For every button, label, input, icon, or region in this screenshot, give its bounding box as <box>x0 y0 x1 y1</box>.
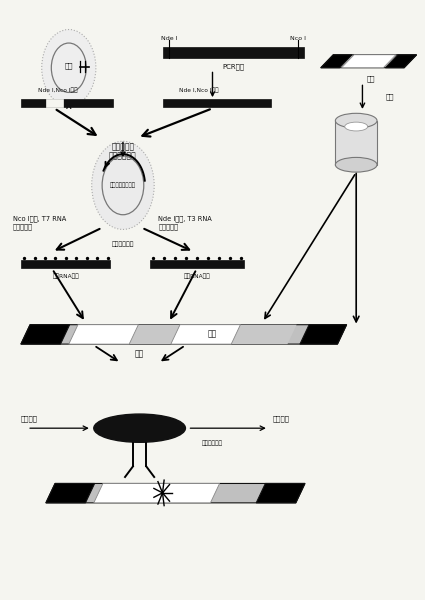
Bar <box>21 260 111 268</box>
Bar <box>335 121 377 165</box>
Polygon shape <box>300 325 347 344</box>
Text: Nde I酶切, T3 RNA: Nde I酶切, T3 RNA <box>159 215 212 222</box>
Text: 连接，筛选: 连接，筛选 <box>111 143 135 152</box>
Ellipse shape <box>345 122 368 131</box>
Polygon shape <box>385 55 416 68</box>
Bar <box>46 99 62 107</box>
Text: Nco I: Nco I <box>290 36 306 41</box>
Polygon shape <box>321 55 352 68</box>
Bar <box>162 47 304 58</box>
Polygon shape <box>256 484 305 503</box>
Text: 聚合酶标记: 聚合酶标记 <box>159 224 178 230</box>
Text: 噬粒: 噬粒 <box>65 62 73 68</box>
Polygon shape <box>69 325 139 344</box>
Text: 无色底物: 无色底物 <box>21 415 38 422</box>
Text: 得到阳性菌株: 得到阳性菌株 <box>109 151 137 160</box>
Polygon shape <box>94 484 220 503</box>
Ellipse shape <box>94 414 185 442</box>
Text: Nco I酶切, T7 RNA: Nco I酶切, T7 RNA <box>13 215 66 222</box>
Text: 添加荧光标记: 添加荧光标记 <box>112 241 134 247</box>
Text: 玻片: 玻片 <box>366 75 375 82</box>
Text: Nde I,Nco I酶切: Nde I,Nco I酶切 <box>179 87 219 93</box>
Bar <box>21 99 113 107</box>
Circle shape <box>42 29 96 106</box>
Text: PCR产物: PCR产物 <box>222 64 244 70</box>
Polygon shape <box>342 55 396 68</box>
Text: 反义RNA探针: 反义RNA探针 <box>53 274 79 279</box>
Polygon shape <box>46 484 95 503</box>
Text: 抗地高辛抗体: 抗地高辛抗体 <box>202 440 223 446</box>
Text: 碱性磷酸酶: 碱性磷酸酶 <box>130 425 150 431</box>
Text: 杂交: 杂交 <box>208 329 217 338</box>
Text: 含嵌入片段的质粒: 含嵌入片段的质粒 <box>110 182 136 188</box>
Text: 检测: 检测 <box>135 350 144 359</box>
Polygon shape <box>46 484 305 503</box>
Text: 紫色沉淀: 紫色沉淀 <box>273 415 290 422</box>
Text: 聚合酶标记: 聚合酶标记 <box>13 224 33 230</box>
Text: 处理: 处理 <box>385 94 394 100</box>
Text: Nde I: Nde I <box>161 36 177 41</box>
Ellipse shape <box>335 157 377 172</box>
Polygon shape <box>21 325 70 344</box>
Ellipse shape <box>335 113 377 128</box>
Text: Nde I,Nco I酶切: Nde I,Nco I酶切 <box>37 87 77 93</box>
Polygon shape <box>21 325 347 344</box>
Polygon shape <box>171 325 241 344</box>
Text: 反义RNA探针: 反义RNA探针 <box>184 274 210 279</box>
Bar <box>162 99 271 107</box>
Bar <box>150 260 244 268</box>
Polygon shape <box>321 55 416 68</box>
Polygon shape <box>71 325 297 344</box>
Circle shape <box>92 141 154 229</box>
